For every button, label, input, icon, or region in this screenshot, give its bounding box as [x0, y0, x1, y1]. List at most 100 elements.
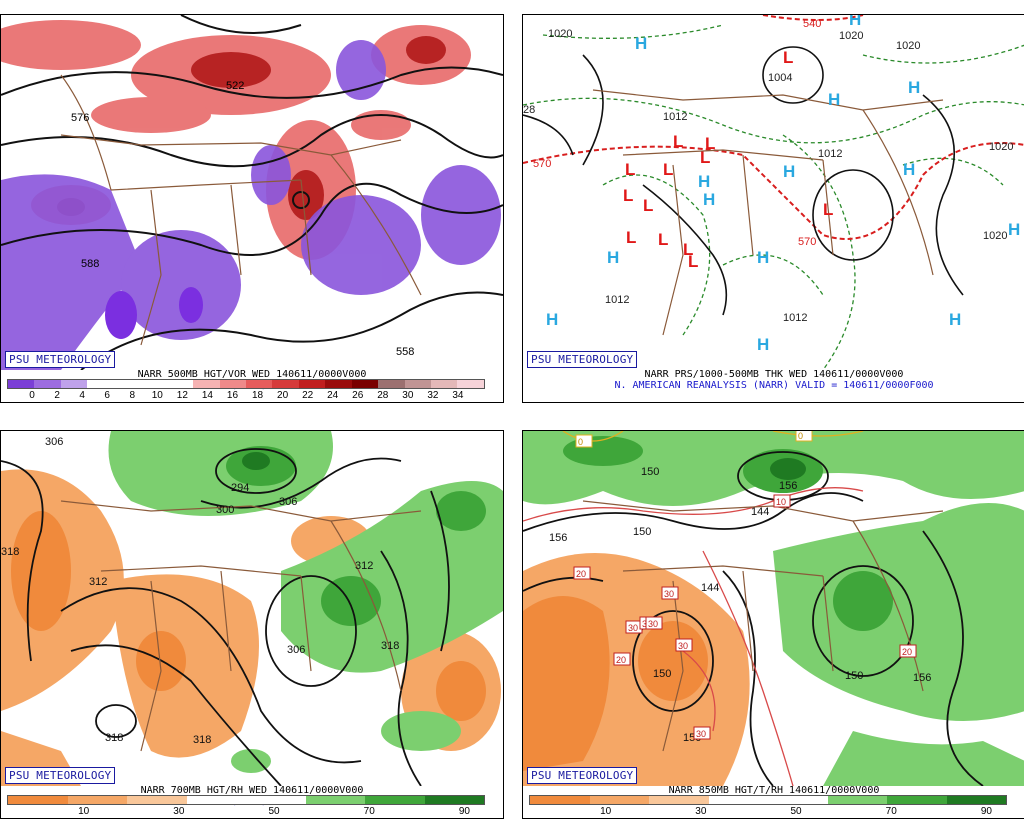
colorbar-tick-label: 30	[402, 390, 414, 401]
low-pressure-symbol: L	[625, 160, 635, 179]
svg-text:30: 30	[628, 623, 638, 633]
high-pressure-symbol: H	[546, 310, 558, 329]
psu-meteorology-badge: PSU METEOROLOGY	[5, 351, 116, 368]
low-pressure-symbol: L	[663, 160, 673, 179]
colorbar-swatch	[431, 380, 458, 388]
temperature-label: 30	[661, 586, 679, 600]
high-pressure-symbol: H	[903, 160, 915, 179]
colorbar-tick-label: 20	[277, 390, 289, 401]
low-pressure-symbol: L	[683, 240, 693, 259]
colorbar-swatch	[424, 796, 484, 804]
isobar-label: 1020	[896, 40, 920, 52]
colorbar-tick-label: 28	[377, 390, 389, 401]
high-pressure-symbol: H	[607, 248, 619, 267]
contour-label: 144	[751, 506, 769, 518]
svg-text:0: 0	[798, 431, 803, 441]
colorbar-tick-label: 10	[600, 806, 612, 817]
colorbar-swatch	[186, 796, 246, 804]
colorbar-tick-label: 34	[452, 390, 464, 401]
contour-label: 312	[89, 576, 107, 588]
colorbar-tick-label: 6	[104, 390, 110, 401]
svg-text:20: 20	[902, 647, 912, 657]
colorbar-tick-label: 90	[458, 806, 470, 817]
thickness-label: 540	[803, 18, 821, 30]
contour-label: 318	[105, 732, 123, 744]
low-pressure-symbol: L	[705, 134, 715, 153]
high-pressure-symbol: H	[828, 90, 840, 109]
colorbar-tick-label: 16	[226, 390, 239, 401]
colorbar-tick-label: 18	[251, 390, 264, 401]
panel-850mb-height-temp-rh: 150 156 150 144 144 150 156 150 156 150 …	[522, 430, 1024, 819]
colorbar-tick-label: 70	[363, 806, 375, 817]
colorbar-swatch	[193, 380, 220, 388]
low-pressure-symbol: L	[643, 196, 653, 215]
colorbar-tick-label: 50	[790, 806, 802, 817]
colorbar-tick-label: 50	[268, 806, 280, 817]
temperature-label: 20	[573, 566, 591, 580]
contour-label: 588	[81, 258, 99, 270]
colorbar-swatch	[404, 380, 431, 388]
low-pressure-symbol: L	[688, 252, 698, 271]
contour-label: 156	[779, 480, 797, 492]
psu-meteorology-badge: PSU METEOROLOGY	[527, 351, 638, 368]
contour-label: 144	[701, 582, 719, 594]
high-pressure-symbol: H	[849, 15, 861, 29]
isobar-label: 28	[523, 104, 535, 116]
low-pressure-symbol: L	[658, 230, 668, 249]
panel-500mb-vorticity: 576 522 588 558 PSU METEOROLOGY NARR 500…	[0, 14, 504, 403]
colorbar-swatch	[34, 380, 61, 388]
colorbar-tick-label: 24	[327, 390, 339, 401]
isobar-label: 1020	[989, 141, 1013, 153]
contour-label: 150	[845, 670, 863, 682]
isobar-label: 1012	[605, 294, 629, 306]
colorbar-tick-labels: 10 30 50 70 90	[529, 806, 1005, 818]
colorbar-swatch	[351, 380, 379, 388]
colorbar-swatch	[530, 796, 590, 804]
vorticity-map: 576 522 588 558	[1, 15, 503, 370]
low-pressure-symbol: L	[783, 48, 793, 67]
colorbar-swatch	[8, 380, 35, 388]
temperature-label: 20	[613, 652, 631, 666]
colorbar-swatch	[589, 796, 649, 804]
map-title: NARR PRS/1000-500MB THK WED 140611/0000V…	[644, 369, 904, 380]
svg-text:20: 20	[576, 569, 586, 579]
svg-text:20: 20	[616, 655, 626, 665]
temperature-label: 0	[575, 434, 593, 448]
colorbar-tick-labels: 0 2 4 6 8 10 12 14 16 18 20 22 24 26 28 30 32 34	[7, 390, 483, 402]
colorbar-swatch	[272, 380, 299, 388]
contour-label: 300	[216, 504, 234, 516]
high-pressure-symbol: H	[703, 190, 715, 209]
colorbar-tick-label: 0	[29, 390, 35, 401]
colorbar-tick-label: 22	[302, 390, 314, 401]
colorbar-tick-label: 70	[885, 806, 897, 817]
contour-label: 576	[71, 112, 89, 124]
colorbar-tick-label: 10	[78, 806, 90, 817]
contour-label: 150	[653, 668, 671, 680]
temperature-label: 10	[773, 494, 791, 508]
low-pressure-symbol: L	[673, 132, 683, 151]
colorbar-swatch	[166, 380, 194, 388]
colorbar-swatch	[219, 380, 246, 388]
colorbar-tick-label: 32	[427, 390, 439, 401]
svg-text:30: 30	[648, 619, 658, 629]
contour-label: 312	[355, 560, 373, 572]
vorticity-colorbar	[7, 379, 485, 389]
high-pressure-symbol: H	[1008, 220, 1020, 239]
map-title: NARR 850MB HGT/T/RH 140611/0000V000	[668, 785, 880, 796]
colorbar-swatch	[946, 796, 1006, 804]
contour-label: 294	[231, 482, 249, 494]
colorbar-swatch	[827, 796, 887, 804]
colorbar-tick-label: 14	[201, 390, 213, 401]
low-pressure-symbol: L	[823, 200, 833, 219]
colorbar-swatch	[298, 380, 326, 388]
colorbar-swatch	[246, 796, 306, 804]
svg-text:30: 30	[678, 641, 688, 651]
isobar-label: 1012	[818, 148, 842, 160]
colorbar-tick-label: 12	[176, 390, 188, 401]
contour-label: 318	[193, 734, 211, 746]
colorbar-tick-label: 26	[352, 390, 364, 401]
colorbar-swatch	[649, 796, 709, 804]
contour-label: 558	[396, 346, 414, 358]
colorbar-swatch	[378, 380, 405, 388]
temperature-label: 20	[899, 644, 917, 658]
